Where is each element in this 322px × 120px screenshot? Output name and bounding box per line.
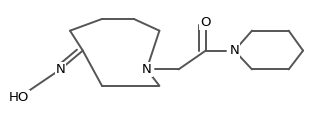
Text: N: N [56,63,65,76]
Text: N: N [230,44,239,57]
Text: O: O [200,16,211,29]
Text: HO: HO [9,91,29,104]
Text: N: N [142,63,152,76]
